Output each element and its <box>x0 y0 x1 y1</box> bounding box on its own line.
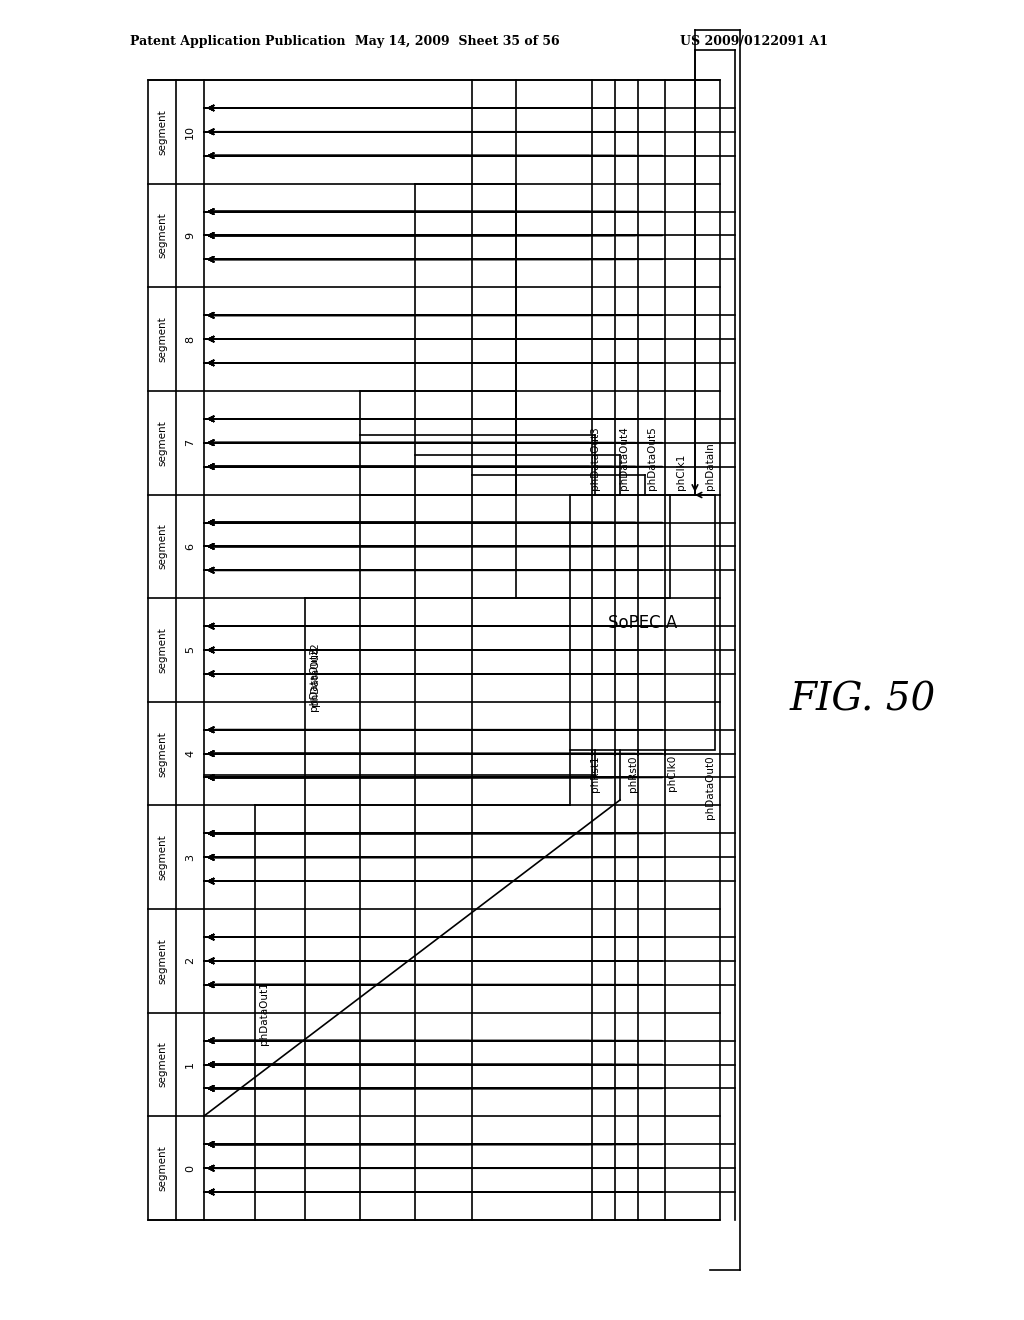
Text: 3: 3 <box>185 854 195 861</box>
Text: segment: segment <box>157 317 167 362</box>
Text: phDataOut3: phDataOut3 <box>590 426 600 490</box>
Text: FIG. 50: FIG. 50 <box>790 681 936 718</box>
Text: segment: segment <box>157 213 167 259</box>
Text: SoPEC A: SoPEC A <box>608 614 677 631</box>
Text: 9: 9 <box>185 232 195 239</box>
Text: segment: segment <box>157 627 167 673</box>
Text: 8: 8 <box>185 335 195 343</box>
Text: segment: segment <box>157 110 167 154</box>
Text: US 2009/0122091 A1: US 2009/0122091 A1 <box>680 36 828 48</box>
Text: phDataOut5: phDataOut5 <box>647 426 657 490</box>
Bar <box>148 81 720 1220</box>
Text: phClk0: phClk0 <box>667 755 677 791</box>
Text: phDataOut0: phDataOut0 <box>705 755 715 818</box>
Text: 1: 1 <box>185 1061 195 1068</box>
Text: segment: segment <box>157 834 167 880</box>
Text: 7: 7 <box>185 440 195 446</box>
Text: segment: segment <box>157 939 167 983</box>
Text: 2: 2 <box>185 957 195 965</box>
Text: segment: segment <box>157 420 167 466</box>
Text: May 14, 2009  Sheet 35 of 56: May 14, 2009 Sheet 35 of 56 <box>355 36 560 48</box>
Text: Patent Application Publication: Patent Application Publication <box>130 36 345 48</box>
Text: phDataOut1: phDataOut1 <box>259 981 269 1044</box>
Text: phDataOut4: phDataOut4 <box>618 426 629 490</box>
Text: phClk1: phClk1 <box>676 454 686 490</box>
Text: segment: segment <box>157 731 167 776</box>
Text: phDataOut2: phDataOut2 <box>309 647 319 711</box>
Text: phRst0: phRst0 <box>629 755 638 792</box>
Text: segment: segment <box>157 1041 167 1088</box>
Text: 6: 6 <box>185 543 195 550</box>
Text: phDataIn: phDataIn <box>705 442 715 490</box>
Text: phRst1: phRst1 <box>590 755 600 792</box>
Text: segment: segment <box>157 1146 167 1191</box>
Text: 0: 0 <box>185 1164 195 1172</box>
Text: phDataOut2: phDataOut2 <box>310 643 319 706</box>
Text: segment: segment <box>157 524 167 569</box>
Text: 5: 5 <box>185 647 195 653</box>
Text: 10: 10 <box>185 125 195 139</box>
Bar <box>570 495 715 750</box>
Text: 4: 4 <box>185 750 195 758</box>
